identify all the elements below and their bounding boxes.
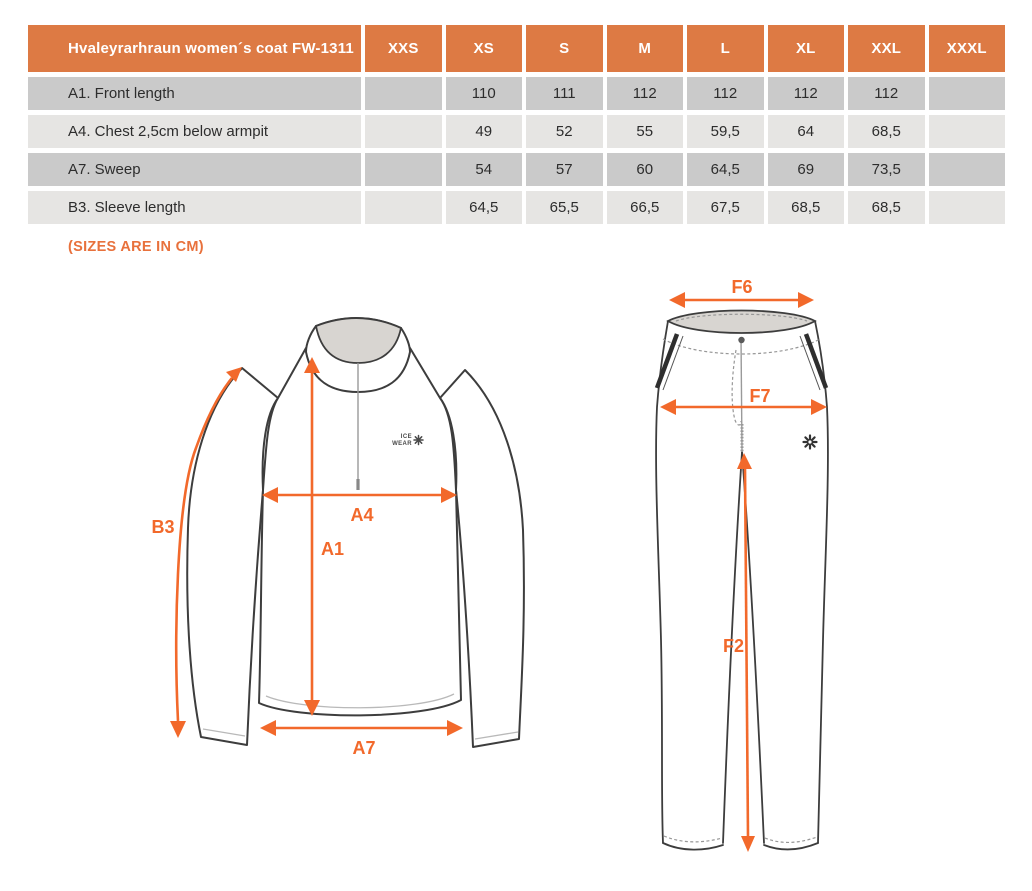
size-column-header-xl: XL (767, 25, 844, 72)
a1-label: A1 (321, 539, 344, 559)
size-value-cell: 57 (526, 153, 603, 186)
size-column-header-l: L (687, 25, 764, 72)
f6-arrow (669, 292, 814, 308)
size-value-cell (365, 191, 442, 224)
a4-arrow (262, 487, 457, 503)
size-value-cell: 64,5 (687, 153, 764, 186)
row-label-sweep: A7. Sweep (28, 153, 361, 186)
a4-label: A4 (350, 505, 373, 525)
zipper-pull (356, 479, 360, 490)
size-value-cell (928, 77, 1005, 110)
size-value-cell: 67,5 (687, 191, 764, 224)
size-value-cell: 66,5 (606, 191, 683, 224)
jacket-diagram: ICE WEAR B3 A4 A1 A7 (151, 317, 525, 758)
jacket-outline (186, 317, 525, 748)
waist-button (738, 336, 745, 344)
size-value-cell: 73,5 (848, 153, 925, 186)
size-value-cell: 60 (606, 153, 683, 186)
size-column-header-xs: XS (445, 25, 522, 72)
size-value-cell: 110 (445, 77, 522, 110)
size-value-cell: 55 (606, 115, 683, 148)
size-value-cell: 49 (445, 115, 522, 148)
b3-arrow (170, 367, 242, 738)
f2-label: F2 (723, 636, 744, 656)
a1-arrow (304, 357, 320, 716)
size-column-header-xxl: XXL (848, 25, 925, 72)
a7-label: A7 (352, 738, 375, 758)
size-value-cell: 112 (848, 77, 925, 110)
size-value-cell (928, 191, 1005, 224)
size-column-header-xxxl: XXXL (928, 25, 1005, 72)
row-label-sleeve-length: B3. Sleeve length (28, 191, 361, 224)
size-value-cell: 64,5 (445, 191, 522, 224)
size-value-cell: 111 (526, 77, 603, 110)
size-value-cell: 68,5 (848, 191, 925, 224)
size-column-header-s: S (526, 25, 603, 72)
icewear-logo: ICE WEAR (392, 434, 424, 447)
a7-arrow (260, 720, 463, 736)
logo-snowflake-icon (413, 434, 424, 446)
collar-inner (314, 317, 403, 364)
size-value-cell: 112 (606, 77, 683, 110)
size-value-cell: 64 (767, 115, 844, 148)
size-value-cell: 112 (687, 77, 764, 110)
size-column-header-xxs: XXS (365, 25, 442, 72)
row-label-front-length: A1. Front length (28, 77, 361, 110)
size-value-cell (365, 153, 442, 186)
logo-text-bottom: WEAR (392, 441, 412, 447)
size-chart-table: Hvaleyrarhraun women´s coat FW-1311 XXS … (28, 25, 1005, 224)
size-value-cell: 52 (526, 115, 603, 148)
size-value-cell: 65,5 (526, 191, 603, 224)
pants-snowflake-icon (802, 434, 818, 450)
size-value-cell (928, 115, 1005, 148)
f2-arrow (737, 453, 755, 852)
product-title-header: Hvaleyrarhraun women´s coat FW-1311 (28, 25, 361, 72)
size-value-cell: 59,5 (687, 115, 764, 148)
f7-arrow (660, 399, 827, 415)
size-value-cell: 68,5 (767, 191, 844, 224)
pants-outline (654, 309, 829, 851)
f6-label: F6 (731, 277, 752, 297)
f7-label: F7 (749, 386, 770, 406)
size-value-cell (365, 115, 442, 148)
size-value-cell: 68,5 (848, 115, 925, 148)
size-value-cell (365, 77, 442, 110)
b3-label: B3 (151, 517, 174, 537)
size-value-cell: 69 (767, 153, 844, 186)
pants-diagram: F6 F7 F2 (654, 277, 829, 852)
row-label-chest: A4. Chest 2,5cm below armpit (28, 115, 361, 148)
size-value-cell: 112 (767, 77, 844, 110)
size-column-header-m: M (606, 25, 683, 72)
size-value-cell (928, 153, 1005, 186)
size-value-cell: 54 (445, 153, 522, 186)
logo-text-top: ICE (401, 434, 412, 440)
sizes-in-cm-note: (SIZES ARE IN CM) (68, 239, 204, 255)
